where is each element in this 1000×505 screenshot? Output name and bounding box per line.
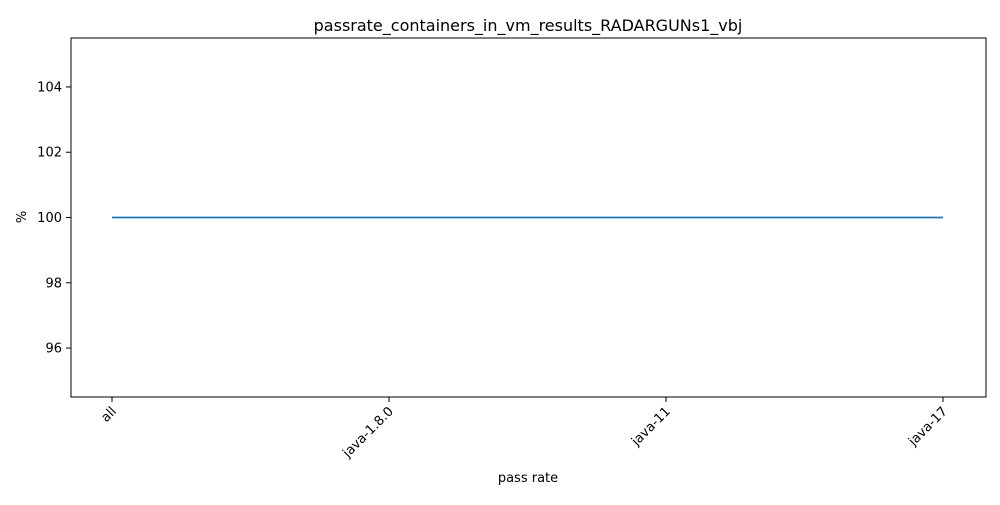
x-axis-label: pass rate xyxy=(498,471,558,486)
x-tick-label: all xyxy=(98,404,119,425)
y-tick-label: 102 xyxy=(37,146,62,161)
y-tick-label: 98 xyxy=(45,276,62,291)
y-tick-label: 100 xyxy=(37,211,62,226)
chart-title: passrate_containers_in_vm_results_RADARG… xyxy=(314,16,743,36)
y-axis-label: % xyxy=(15,211,30,223)
x-axis: all java-1.8.0 java-11 java-17 xyxy=(98,397,951,462)
x-tick-label: java-17 xyxy=(905,404,951,450)
x-tick-label: java-1.8.0 xyxy=(340,404,397,461)
y-axis: 96 98 100 102 104 xyxy=(37,80,71,357)
x-tick-label: java-11 xyxy=(628,404,674,450)
y-tick-label: 96 xyxy=(45,342,62,357)
y-tick-label: 104 xyxy=(37,80,62,95)
